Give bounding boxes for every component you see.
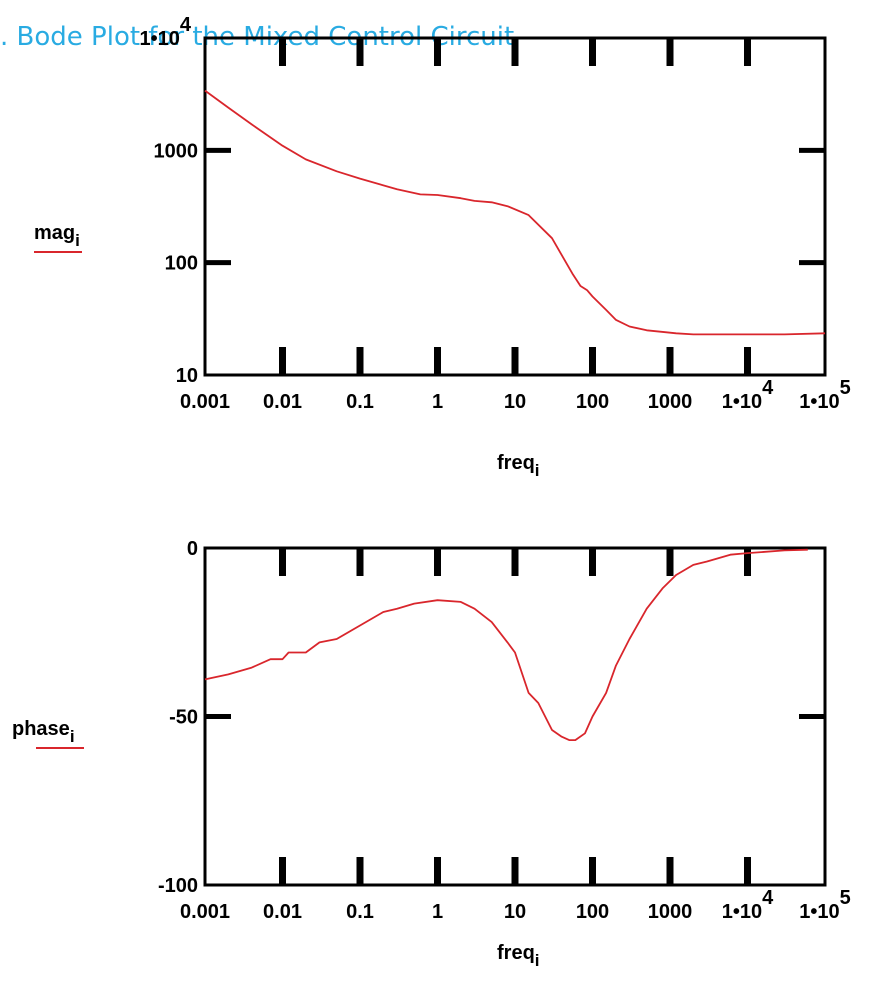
x-tick-label: 100 xyxy=(576,391,609,413)
series-line xyxy=(204,548,808,742)
magnitude-legend: magi xyxy=(34,222,82,253)
x-tick-label: 10 xyxy=(504,391,526,413)
x-axis-label-text: freq xyxy=(497,452,535,474)
series-line xyxy=(204,89,826,336)
x-tick-label: 1000 xyxy=(648,391,693,413)
y-tick-label: 0 xyxy=(187,538,198,560)
x-tick-label: 0.001 xyxy=(180,391,230,413)
phase-legend: phasei xyxy=(12,718,84,749)
x-axis-label-subscript: i xyxy=(534,951,540,970)
phase-chart: 0.001 0.01 0.1 1 10 100 1000 1•104 1•105 0 -50 -100 xyxy=(158,538,851,923)
x-tick-label: 0.001 xyxy=(180,901,230,923)
x-tick-label: 1000 xyxy=(648,901,693,923)
x-tick-label: 0.01 xyxy=(263,901,302,923)
x-axis-label-text: freq xyxy=(497,942,535,964)
y-tick-label: -50 xyxy=(169,707,198,729)
magnitude-x-axis-label: freqi xyxy=(497,452,540,480)
phase-legend-subscript: i xyxy=(69,727,75,746)
x-tick-label: 10 xyxy=(504,901,526,923)
x-tick-label: 1•105 xyxy=(799,377,851,413)
x-tick-label: 1•104 xyxy=(722,377,774,413)
magnitude-chart: 0.001 0.01 0.1 1 10 100 1000 1•104 1•105 1•104 100… xyxy=(140,14,851,413)
phase-legend-swatch xyxy=(36,747,84,749)
x-axis-label-subscript: i xyxy=(534,461,540,480)
magnitude-legend-swatch xyxy=(34,251,82,253)
x-tick-exponent: 5 xyxy=(840,887,851,909)
y-tick-label: 1•104 xyxy=(140,14,192,50)
x-tick-label: 0.1 xyxy=(346,901,374,923)
x-tick-label: 1 xyxy=(432,391,443,413)
x-tick-label: 1•104 xyxy=(722,887,774,923)
x-tick-label: 100 xyxy=(576,901,609,923)
magnitude-legend-label: mag xyxy=(34,222,76,244)
magnitude-legend-subscript: i xyxy=(75,231,80,250)
x-tick-exponent: 5 xyxy=(840,377,851,399)
x-tick-label: 0.1 xyxy=(346,391,374,413)
y-tick-exponent: 4 xyxy=(180,14,192,36)
y-tick-label: 100 xyxy=(165,253,198,275)
x-tick-exponent: 4 xyxy=(762,377,774,399)
y-tick-label: 1000 xyxy=(154,140,199,162)
x-tick-label: 1 xyxy=(432,901,443,923)
x-tick-exponent: 4 xyxy=(762,887,774,909)
x-tick-label: 1•105 xyxy=(799,887,851,923)
x-tick-label: 0.01 xyxy=(263,391,302,413)
plot-frame xyxy=(203,546,827,887)
plot-frame xyxy=(203,36,827,377)
y-tick-label: 10 xyxy=(176,365,198,387)
phase-legend-label: phase xyxy=(12,718,70,740)
phase-x-axis-label: freqi xyxy=(497,942,540,970)
y-tick-label: -100 xyxy=(158,875,198,897)
